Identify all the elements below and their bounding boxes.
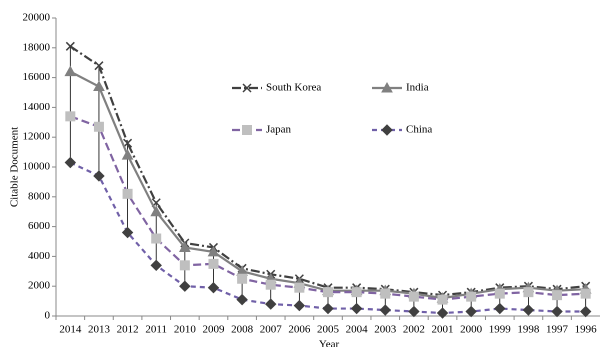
data-point <box>293 299 306 312</box>
data-point <box>179 280 191 292</box>
data-point <box>436 307 449 319</box>
data-point <box>236 293 248 306</box>
data-point <box>65 41 75 51</box>
data-point <box>150 259 162 272</box>
data-point <box>64 65 77 77</box>
data-point <box>93 170 105 182</box>
data-point <box>93 121 104 132</box>
data-point <box>179 260 190 271</box>
data-point <box>579 305 592 318</box>
legend-label: China <box>406 124 432 136</box>
x-tick-label: 2001 <box>432 324 454 336</box>
x-axis-label: Year <box>319 339 340 347</box>
x-tick-label: 2008 <box>231 324 254 336</box>
data-point <box>408 305 420 318</box>
y-tick-label: 12000 <box>23 131 51 143</box>
x-tick-label: 1996 <box>575 324 598 336</box>
data-point <box>466 291 477 302</box>
data-point <box>379 304 391 316</box>
x-tick-label: 2003 <box>374 324 397 336</box>
x-tick-label: 2012 <box>117 324 139 336</box>
x-tick-label: 2011 <box>145 324 167 336</box>
series-line <box>69 115 586 301</box>
y-tick-label: 14000 <box>23 101 51 113</box>
y-tick-label: 16000 <box>23 71 51 83</box>
y-axis-label: Citable Document <box>9 127 21 207</box>
data-point <box>350 302 363 315</box>
data-point <box>265 279 276 290</box>
y-tick-label: 0 <box>45 310 51 322</box>
x-tick-label: 2009 <box>202 324 225 336</box>
data-point <box>552 290 563 301</box>
x-tick-label: 2007 <box>260 324 283 336</box>
data-point <box>178 241 191 252</box>
data-point <box>150 205 163 217</box>
legend-label: India <box>406 82 429 94</box>
data-point <box>151 233 162 244</box>
data-point <box>265 298 277 310</box>
data-point <box>122 188 133 199</box>
legend-marker <box>242 125 252 135</box>
y-tick-label: 10000 <box>23 161 51 173</box>
x-tick-label: 2013 <box>88 324 111 336</box>
y-tick-label: 20000 <box>23 12 51 24</box>
x-tick-label: 2002 <box>403 324 425 336</box>
data-point <box>64 156 77 169</box>
series-line <box>69 45 586 297</box>
data-point <box>465 305 477 318</box>
data-point <box>437 294 448 305</box>
data-point <box>522 304 535 316</box>
x-tick-label: 1997 <box>546 324 569 336</box>
data-point <box>494 302 506 315</box>
y-tick-label: 4000 <box>28 250 51 262</box>
data-point <box>207 281 220 294</box>
x-tick-label: 1999 <box>489 324 512 336</box>
data-point <box>494 288 505 299</box>
data-point <box>294 282 305 293</box>
data-point <box>323 287 333 298</box>
x-tick-label: 2010 <box>174 324 197 336</box>
data-point <box>380 288 391 299</box>
legend-label: Japan <box>266 124 292 136</box>
x-tick-label: 2004 <box>346 324 369 336</box>
y-tick-label: 8000 <box>28 190 51 202</box>
data-point <box>208 258 219 269</box>
data-point <box>322 302 334 315</box>
x-tick-label: 2006 <box>288 324 311 336</box>
y-tick-label: 18000 <box>23 41 51 53</box>
y-tick-label: 6000 <box>28 220 51 232</box>
data-point <box>237 273 248 284</box>
data-point <box>121 226 134 239</box>
data-point <box>523 287 534 298</box>
x-tick-label: 2014 <box>59 324 82 336</box>
data-point <box>207 245 220 257</box>
legend-label: South Korea <box>266 82 321 94</box>
series-line <box>69 70 586 300</box>
legend-marker <box>242 83 252 93</box>
data-point <box>121 149 134 160</box>
data-point <box>65 111 76 122</box>
legend-marker <box>381 81 393 93</box>
x-tick-label: 2005 <box>317 324 340 336</box>
data-point <box>123 138 133 148</box>
legend-marker <box>381 124 393 136</box>
x-tick-label: 2000 <box>460 324 483 336</box>
data-point <box>93 80 105 92</box>
data-point <box>351 287 362 298</box>
data-point <box>551 305 563 318</box>
data-point <box>408 291 419 302</box>
x-tick-label: 1998 <box>517 324 540 336</box>
data-point <box>580 288 591 299</box>
y-tick-label: 2000 <box>28 280 51 292</box>
data-point <box>94 61 104 71</box>
